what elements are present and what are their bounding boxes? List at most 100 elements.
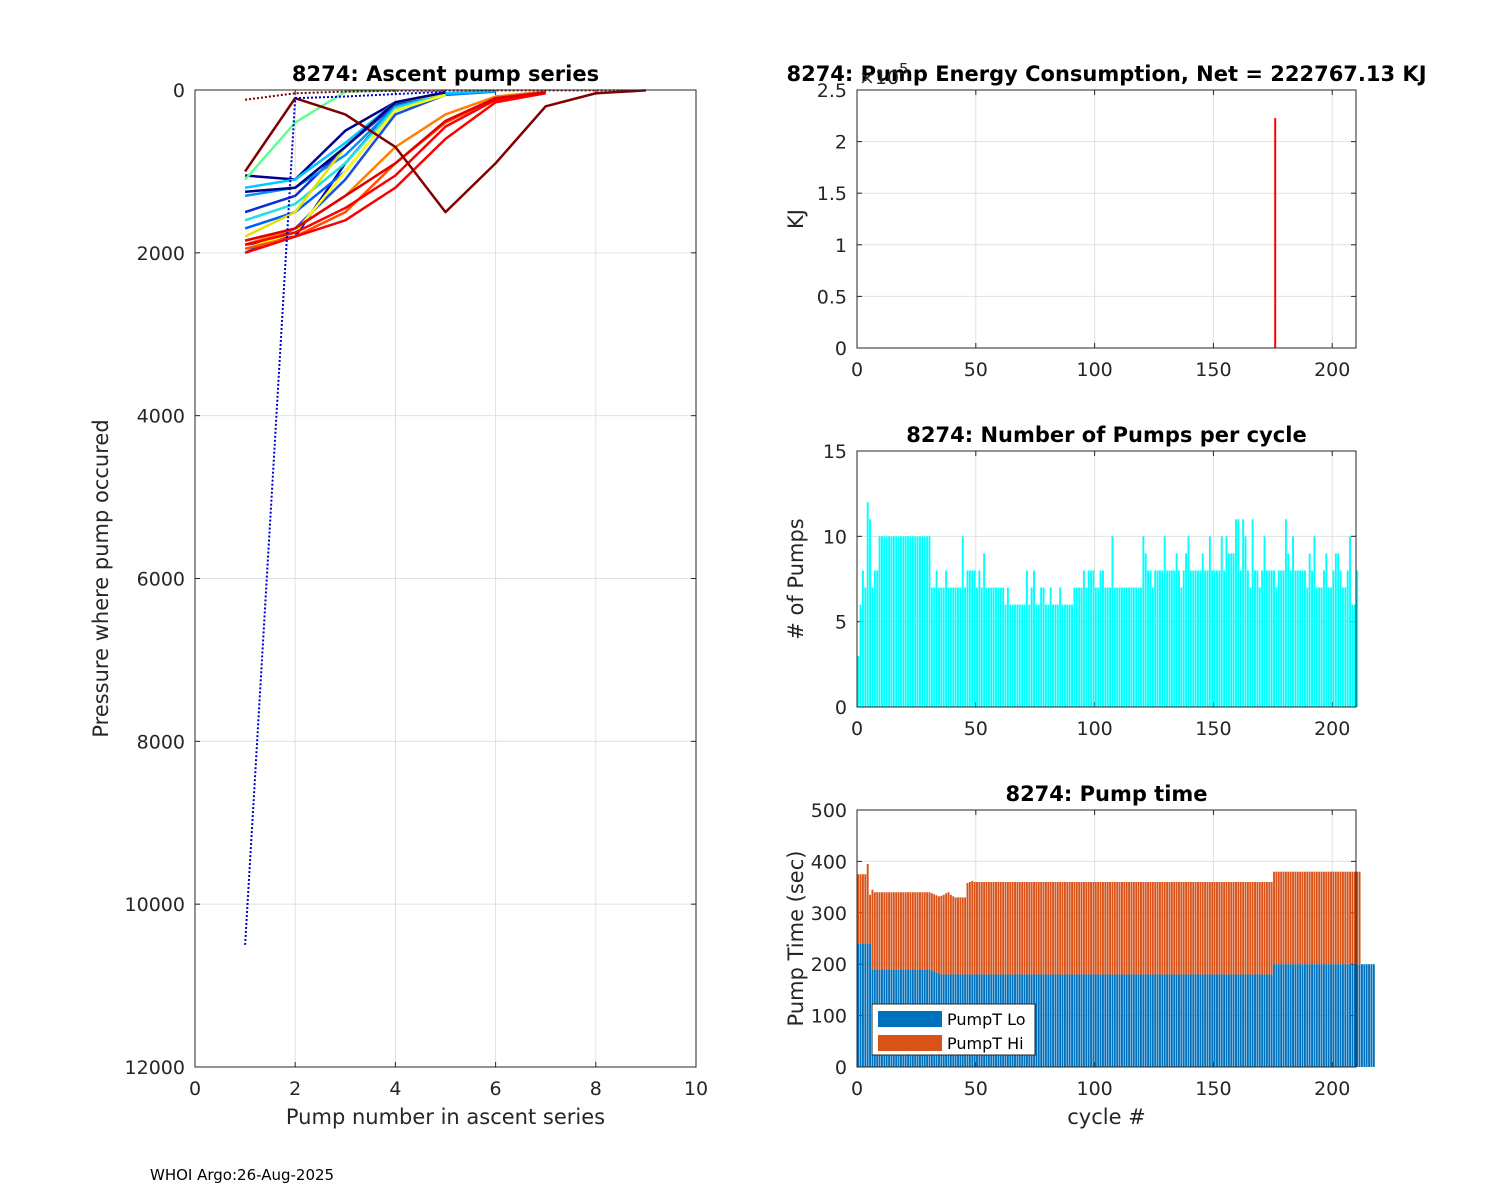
pump-time-hi-bar (1178, 881, 1180, 975)
pump-time-hi-bar (1265, 881, 1268, 975)
pump-time-lo-bar (1216, 974, 1218, 1067)
pump-count-bar (1239, 570, 1242, 707)
axes-3-box (856, 809, 1357, 1068)
pump-time-lo-bar (1085, 974, 1088, 1067)
pump-time-hi-bar (916, 892, 919, 970)
pump-count-bar (1315, 587, 1318, 707)
pump-time-lo-bar (1087, 974, 1090, 1067)
pump-count-bar (1094, 587, 1097, 707)
pump-count-bar (1180, 587, 1183, 707)
y-axis-label: Pump Time (sec) (784, 851, 808, 1027)
pump-count-bar (923, 536, 926, 707)
pump-time-hi-bar (1246, 881, 1249, 975)
pump-time-lo-bar (1147, 974, 1150, 1067)
pump-count-bar (1014, 604, 1016, 707)
x-tick-label: 8 (590, 1078, 602, 1100)
pump-count-bar (1009, 604, 1012, 707)
pump-time-hi-bar (1080, 881, 1083, 975)
pump-count-bar (1227, 553, 1230, 707)
pump-count-bar (1208, 536, 1211, 707)
pump-time-hi-bar (909, 892, 912, 970)
pump-count-bar (1030, 587, 1033, 707)
pump-time-lo-bar (1256, 974, 1259, 1067)
y-tick-label: 200 (811, 954, 847, 976)
pump-count-bar (966, 570, 969, 707)
pump-count-bar (1280, 570, 1283, 707)
pump-count-bar (890, 536, 893, 707)
pump-time-hi-bar (1242, 881, 1245, 975)
pump-time-lo-bar (1170, 974, 1173, 1067)
pump-time-hi-bar (928, 892, 931, 970)
pump-count-bar (930, 587, 933, 707)
pump-time-hi-bar (904, 892, 907, 970)
pump-time-hi-bar (866, 863, 869, 944)
pump-time-lo-bar (1180, 974, 1183, 1067)
y-axis-label: # of Pumps (784, 518, 808, 640)
pump-time-lo-bar (1130, 974, 1133, 1067)
pump-count-bar (1178, 570, 1180, 707)
series-line-red-1 (244, 92, 546, 255)
pump-time-lo-bar (1351, 964, 1354, 1067)
y-tick-label: 8000 (137, 731, 185, 753)
pump-count-bar (1294, 570, 1297, 707)
pump-count-bar (1002, 587, 1005, 707)
y-tick-label: 4000 (137, 406, 185, 428)
series-group (244, 89, 646, 945)
pump-count-bar (1147, 570, 1150, 707)
energy-bar (1274, 118, 1277, 348)
x-tick-label: 200 (1314, 359, 1350, 381)
x-tick-label: 100 (1076, 1078, 1112, 1100)
pump-time-hi-bar (1322, 871, 1325, 965)
pump-count-bar (1204, 570, 1207, 707)
chart-title: 8274: Pump Energy Consumption, Net = 222… (786, 62, 1426, 86)
series-line-yellow-1 (244, 93, 446, 250)
pump-time-hi-bar (1125, 881, 1128, 975)
pump-time-hi-bar (995, 881, 997, 975)
pump-time-hi-bar (1040, 881, 1043, 975)
pump-count-bar (1135, 587, 1138, 707)
pump-count-bar (1303, 570, 1306, 707)
pump-time-lo-bar (1325, 964, 1328, 1067)
pump-time-lo-bar (1270, 974, 1273, 1067)
pump-time-hi-bar (876, 892, 879, 970)
pump-time-hi-bar (1104, 881, 1107, 975)
pump-time-hi-bar (1244, 881, 1247, 975)
pump-count-bar (1330, 587, 1333, 707)
x-tick-label: 2 (289, 1078, 301, 1100)
pump-time-lo-bar (1140, 974, 1142, 1067)
pump-time-hi-bar (949, 894, 952, 975)
pump-time-hi-bar (1094, 881, 1097, 975)
pump-count-bar (1344, 587, 1347, 707)
pump-count-bar (902, 536, 905, 707)
pump-time-hi-bar (1137, 881, 1140, 975)
pump-time-hi-bar (1180, 881, 1183, 975)
pump-count-bar (1037, 604, 1040, 707)
x-axis-label: cycle # (1067, 1105, 1146, 1129)
pump-time-hi-bar (938, 896, 940, 974)
pump-time-hi-bar (897, 892, 900, 970)
pump-time-lo-bar (1175, 974, 1178, 1067)
pump-count-bar (1313, 536, 1316, 707)
axes-2-box (856, 450, 1357, 708)
pump-time-hi-bar (1132, 881, 1135, 975)
pump-time-lo-bar (1151, 974, 1154, 1067)
pump-time-lo-bar (1201, 974, 1204, 1067)
pump-time-lo-bar (1082, 974, 1085, 1067)
pump-time-lo-bar (1353, 964, 1356, 1067)
pump-time-hi-bar (1318, 871, 1321, 965)
pump-count-bar (1080, 587, 1083, 707)
pump-time-lo-bar (1261, 974, 1264, 1067)
pump-time-hi-bar (1292, 871, 1294, 965)
pump-time-hi-bar (1213, 881, 1216, 975)
pump-time-lo-bar (1125, 974, 1128, 1067)
pump-time-lo-bar (1075, 974, 1078, 1067)
pump-time-hi-bar (1154, 881, 1157, 975)
pump-count-bar (1011, 604, 1014, 707)
pump-count-bar (1273, 570, 1275, 707)
pump-time-hi-bar (1082, 881, 1085, 975)
pump-count-bar (961, 536, 964, 707)
pump-time-hi-bar (1320, 871, 1323, 965)
pump-time-hi-bar (1358, 871, 1361, 965)
pump-time-lo-bar (1047, 974, 1050, 1067)
pump-time-hi-bar (914, 892, 917, 970)
